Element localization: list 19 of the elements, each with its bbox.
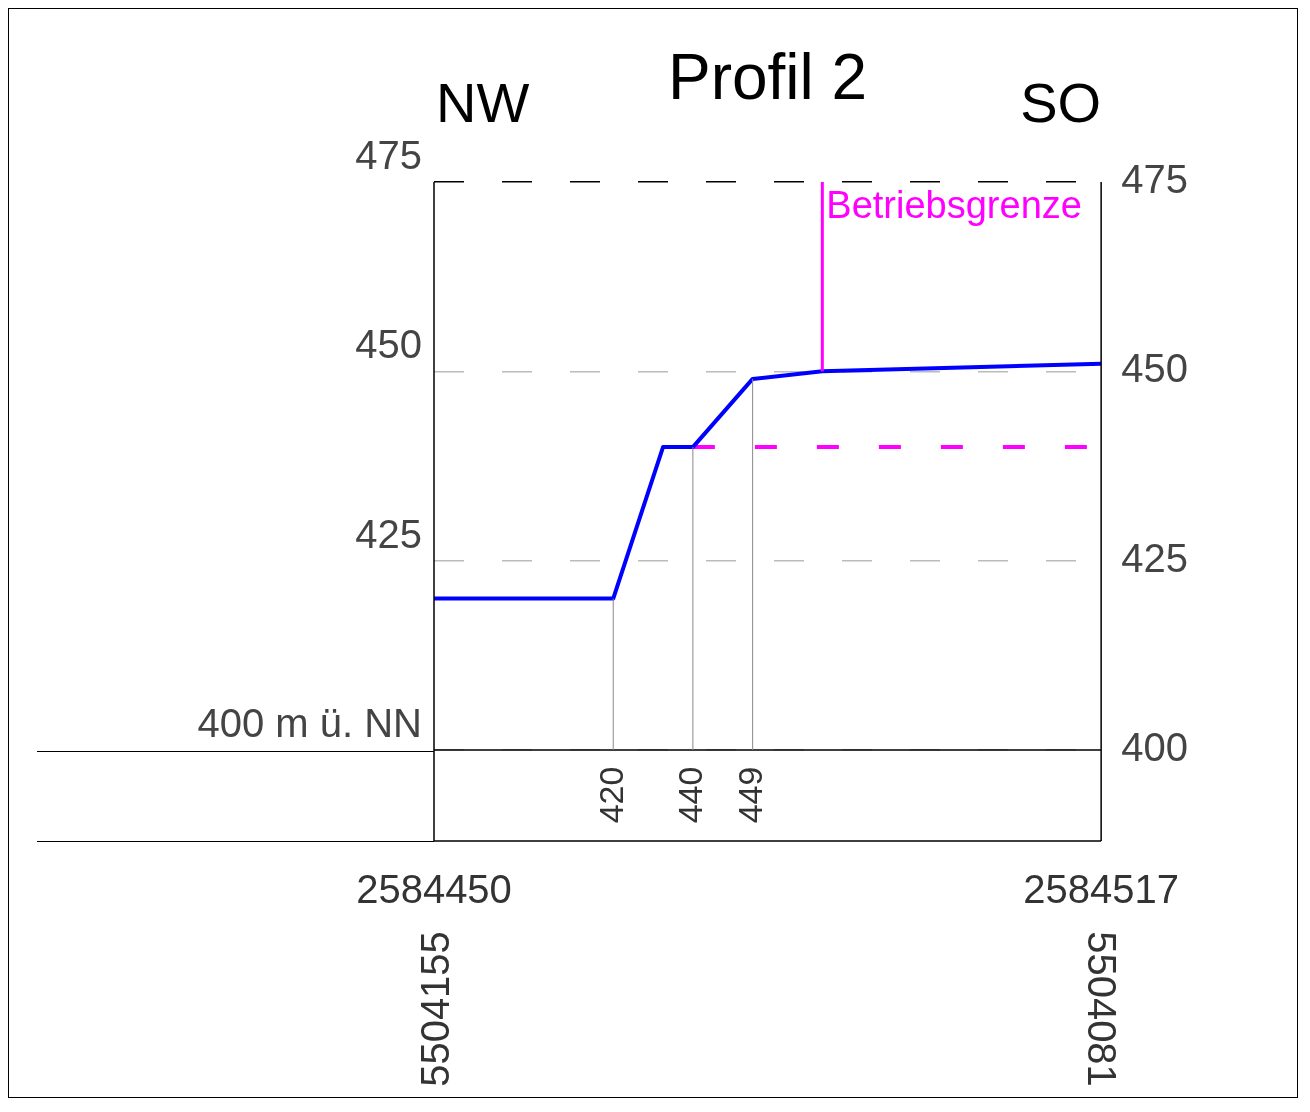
data-label: 420 [591, 766, 630, 824]
y-tick-label: 450 [355, 322, 422, 367]
data-label: 440 [671, 766, 710, 824]
ref-line-label: Betriebsgrenze [826, 184, 1082, 227]
x-tick-label: 2584450 [356, 867, 512, 912]
y2-tick-label: 475 [1121, 157, 1188, 202]
x-tick-label: 2584517 [1023, 867, 1180, 912]
text: 5504155 [413, 931, 458, 1087]
text: NW [436, 71, 530, 135]
y-tick-label: 425 [355, 511, 422, 556]
text: SO [1020, 71, 1102, 135]
y-tick-label: 400 m ü. NN [197, 701, 422, 746]
y2-tick-label: 400 [1121, 725, 1188, 770]
y2-tick-label: 450 [1121, 346, 1188, 391]
data-label: 449 [731, 766, 770, 824]
text: 5504081 [1080, 931, 1125, 1087]
chart-title: Profil 2 [667, 40, 868, 113]
y2-tick-label: 425 [1121, 535, 1188, 580]
y-tick-label: 475 [355, 133, 422, 178]
